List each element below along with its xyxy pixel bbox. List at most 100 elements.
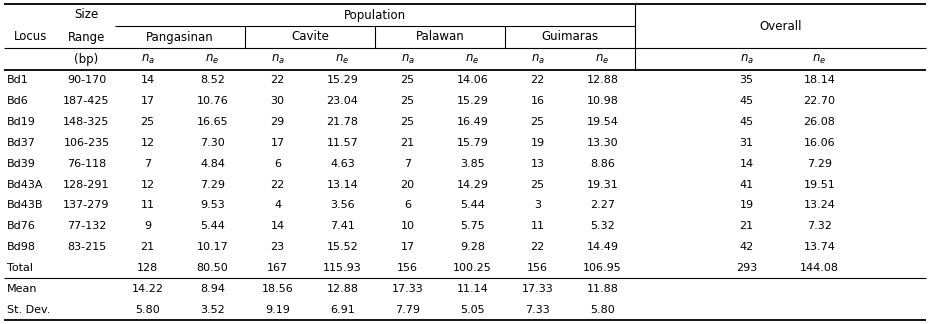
Text: 22: 22	[530, 75, 545, 86]
Text: 187-425: 187-425	[63, 96, 110, 106]
Text: Bd1: Bd1	[7, 75, 29, 86]
Text: 11.14: 11.14	[457, 284, 488, 294]
Text: 19: 19	[530, 138, 545, 148]
Text: $n_e$: $n_e$	[206, 52, 219, 65]
Text: 4: 4	[274, 201, 281, 210]
Text: Guimaras: Guimaras	[541, 30, 599, 43]
Text: $n_a$: $n_a$	[530, 52, 544, 65]
Text: 25: 25	[530, 179, 545, 190]
Text: Bd43A: Bd43A	[7, 179, 44, 190]
Text: 14.29: 14.29	[457, 179, 488, 190]
Text: 128: 128	[137, 263, 158, 273]
Text: 83-215: 83-215	[67, 242, 106, 252]
Text: 22: 22	[271, 179, 285, 190]
Text: 9: 9	[144, 221, 151, 231]
Text: Total: Total	[7, 263, 33, 273]
Text: 25: 25	[530, 117, 545, 127]
Text: $n_e$: $n_e$	[336, 52, 350, 65]
Text: 35: 35	[739, 75, 753, 86]
Text: 41: 41	[739, 179, 753, 190]
Text: 11.88: 11.88	[587, 284, 618, 294]
Text: 106.95: 106.95	[583, 263, 622, 273]
Text: 76-118: 76-118	[67, 159, 106, 169]
Text: 8.86: 8.86	[590, 159, 615, 169]
Text: 14.22: 14.22	[131, 284, 164, 294]
Text: 12.88: 12.88	[326, 284, 358, 294]
Text: 137-279: 137-279	[63, 201, 110, 210]
Text: 13.24: 13.24	[804, 201, 835, 210]
Text: 21.78: 21.78	[326, 117, 358, 127]
Text: 25: 25	[401, 75, 415, 86]
Text: 6.91: 6.91	[330, 305, 355, 315]
Text: 25: 25	[401, 117, 415, 127]
Text: 2.27: 2.27	[590, 201, 615, 210]
Text: 156: 156	[527, 263, 548, 273]
Text: Overall: Overall	[759, 19, 802, 32]
Text: Bd98: Bd98	[7, 242, 36, 252]
Text: Mean: Mean	[7, 284, 37, 294]
Text: 148-325: 148-325	[63, 117, 110, 127]
Text: 80.50: 80.50	[196, 263, 229, 273]
Text: 25: 25	[401, 96, 415, 106]
Text: 15.52: 15.52	[326, 242, 358, 252]
Text: 21: 21	[140, 242, 154, 252]
Text: 5.80: 5.80	[591, 305, 615, 315]
Text: 14: 14	[739, 159, 753, 169]
Text: 18.56: 18.56	[261, 284, 293, 294]
Text: $n_a$: $n_a$	[271, 52, 285, 65]
Text: 167: 167	[267, 263, 288, 273]
Text: Bd37: Bd37	[7, 138, 36, 148]
Text: 19.31: 19.31	[587, 179, 618, 190]
Text: $n_a$: $n_a$	[739, 52, 753, 65]
Text: 45: 45	[739, 117, 753, 127]
Text: 29: 29	[271, 117, 285, 127]
Text: 5.44: 5.44	[460, 201, 485, 210]
Text: 19: 19	[739, 201, 753, 210]
Text: 8.52: 8.52	[200, 75, 225, 86]
Text: 16.06: 16.06	[804, 138, 835, 148]
Text: 10.76: 10.76	[196, 96, 229, 106]
Text: 45: 45	[739, 96, 753, 106]
Text: 23.04: 23.04	[326, 96, 358, 106]
Text: 13.14: 13.14	[326, 179, 358, 190]
Text: 22.70: 22.70	[804, 96, 835, 106]
Text: 14: 14	[271, 221, 285, 231]
Text: 10.17: 10.17	[196, 242, 229, 252]
Text: (bp): (bp)	[74, 52, 99, 65]
Text: 12: 12	[140, 138, 154, 148]
Text: Palawan: Palawan	[416, 30, 464, 43]
Text: 18.14: 18.14	[804, 75, 835, 86]
Text: 11: 11	[530, 221, 544, 231]
Text: 115.93: 115.93	[323, 263, 362, 273]
Text: 25: 25	[140, 117, 154, 127]
Text: 13.30: 13.30	[587, 138, 618, 148]
Text: 7.30: 7.30	[200, 138, 225, 148]
Text: 8.94: 8.94	[200, 284, 225, 294]
Text: 7.32: 7.32	[807, 221, 832, 231]
Text: 15.29: 15.29	[457, 96, 488, 106]
Text: 5.32: 5.32	[591, 221, 615, 231]
Text: 5.05: 5.05	[460, 305, 485, 315]
Text: 144.08: 144.08	[800, 263, 839, 273]
Text: 6: 6	[404, 201, 411, 210]
Text: $n_e$: $n_e$	[813, 52, 827, 65]
Text: St. Dev.: St. Dev.	[7, 305, 50, 315]
Text: Locus: Locus	[14, 30, 47, 43]
Text: $n_a$: $n_a$	[140, 52, 154, 65]
Text: 6: 6	[274, 159, 281, 169]
Text: 10: 10	[401, 221, 415, 231]
Text: 31: 31	[739, 138, 753, 148]
Text: 128-291: 128-291	[63, 179, 110, 190]
Text: 7: 7	[144, 159, 151, 169]
Text: 12: 12	[140, 179, 154, 190]
Text: 90-170: 90-170	[67, 75, 106, 86]
Text: 4.84: 4.84	[200, 159, 225, 169]
Text: 21: 21	[739, 221, 753, 231]
Text: 22: 22	[271, 75, 285, 86]
Text: 293: 293	[736, 263, 757, 273]
Text: 7: 7	[404, 159, 411, 169]
Text: 17.33: 17.33	[522, 284, 553, 294]
Text: 5.80: 5.80	[135, 305, 160, 315]
Text: 11: 11	[140, 201, 154, 210]
Text: 16.65: 16.65	[196, 117, 228, 127]
